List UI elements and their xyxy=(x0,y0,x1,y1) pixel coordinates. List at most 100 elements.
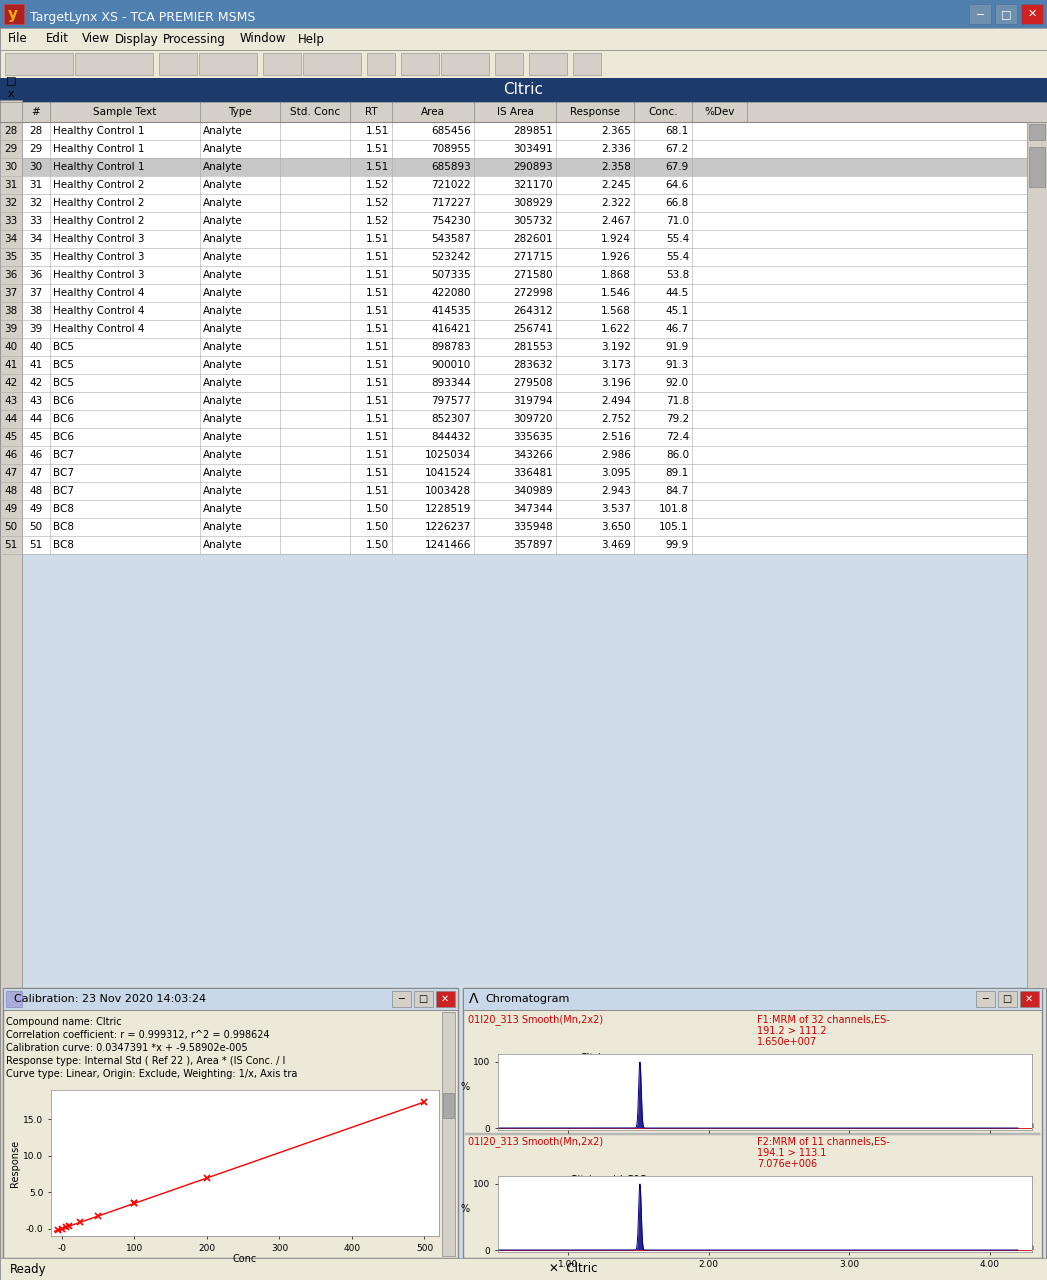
Text: Cltric: Cltric xyxy=(579,1053,607,1062)
Text: 309720: 309720 xyxy=(513,413,553,424)
Text: ✕: ✕ xyxy=(1027,9,1037,19)
Bar xyxy=(573,52,601,76)
Text: Healthy Control 3: Healthy Control 3 xyxy=(53,252,144,262)
Text: Analyte: Analyte xyxy=(203,413,243,424)
Bar xyxy=(22,195,1027,212)
Text: BC6: BC6 xyxy=(53,396,74,406)
Text: 305732: 305732 xyxy=(513,216,553,227)
Text: ─: ─ xyxy=(398,995,404,1004)
Bar xyxy=(463,988,1042,1010)
Text: 3.196: 3.196 xyxy=(601,378,631,388)
Text: 34: 34 xyxy=(29,234,43,244)
Bar xyxy=(75,52,153,76)
Text: 797577: 797577 xyxy=(431,396,471,406)
Text: 2.336: 2.336 xyxy=(601,143,631,154)
Text: 281553: 281553 xyxy=(513,342,553,352)
Text: 41: 41 xyxy=(29,360,43,370)
Text: Display: Display xyxy=(115,32,159,46)
Text: 3.537: 3.537 xyxy=(601,504,631,515)
Text: 1.650e+007: 1.650e+007 xyxy=(757,1037,817,1047)
Text: 99.9: 99.9 xyxy=(666,540,689,550)
Text: 271580: 271580 xyxy=(513,270,553,280)
Text: 2.467: 2.467 xyxy=(601,216,631,227)
Bar xyxy=(495,52,524,76)
Text: 1.51: 1.51 xyxy=(365,252,389,262)
Text: 1241466: 1241466 xyxy=(425,540,471,550)
Text: Citric acid-C13: Citric acid-C13 xyxy=(570,1175,646,1185)
Text: 33: 33 xyxy=(29,216,43,227)
Text: Correlation coefficient: r = 0.999312, r^2 = 0.998624: Correlation coefficient: r = 0.999312, r… xyxy=(6,1030,270,1039)
Bar xyxy=(22,248,1027,266)
Text: Healthy Control 4: Healthy Control 4 xyxy=(53,324,144,334)
Text: 92.0: 92.0 xyxy=(666,378,689,388)
Bar xyxy=(22,483,1027,500)
Text: Calibration curve: 0.0347391 *x + -9.58902e-005: Calibration curve: 0.0347391 *x + -9.589… xyxy=(6,1043,248,1053)
Text: □: □ xyxy=(1002,995,1011,1004)
Text: Analyte: Analyte xyxy=(203,234,243,244)
Text: Healthy Control 4: Healthy Control 4 xyxy=(53,288,144,298)
Bar xyxy=(442,1012,455,1256)
Text: 416421: 416421 xyxy=(431,324,471,334)
Text: Chromatogram: Chromatogram xyxy=(485,995,570,1004)
Text: Help: Help xyxy=(298,32,325,46)
Text: Healthy Control 2: Healthy Control 2 xyxy=(53,216,144,227)
Text: 48: 48 xyxy=(4,486,18,495)
Text: Window: Window xyxy=(240,32,287,46)
Text: 289851: 289851 xyxy=(513,125,553,136)
Bar xyxy=(529,52,567,76)
Text: 685893: 685893 xyxy=(431,163,471,172)
Text: Analyte: Analyte xyxy=(203,486,243,495)
Text: 91.3: 91.3 xyxy=(666,360,689,370)
Text: 55.4: 55.4 xyxy=(666,252,689,262)
Bar xyxy=(22,284,1027,302)
Text: BC6: BC6 xyxy=(53,431,74,442)
Text: 898783: 898783 xyxy=(431,342,471,352)
Text: ─: ─ xyxy=(977,9,983,19)
Bar xyxy=(22,536,1027,554)
Text: 1.546: 1.546 xyxy=(601,288,631,298)
Text: Healthy Control 2: Healthy Control 2 xyxy=(53,180,144,189)
Bar xyxy=(5,52,73,76)
Text: 343266: 343266 xyxy=(513,451,553,460)
Text: 1.51: 1.51 xyxy=(365,234,389,244)
Text: Cltric: Cltric xyxy=(504,82,543,97)
Text: 34: 34 xyxy=(4,234,18,244)
Text: Analyte: Analyte xyxy=(203,198,243,207)
Text: 3.650: 3.650 xyxy=(601,522,631,532)
Text: 191.2 > 111.2: 191.2 > 111.2 xyxy=(757,1027,827,1036)
Text: 35: 35 xyxy=(4,252,18,262)
Text: 37: 37 xyxy=(29,288,43,298)
Text: 28: 28 xyxy=(4,125,18,136)
Text: Λ: Λ xyxy=(469,992,478,1006)
Bar xyxy=(159,52,197,76)
Bar xyxy=(22,140,1027,157)
Text: 303491: 303491 xyxy=(513,143,553,154)
Bar xyxy=(22,445,1027,463)
Text: □: □ xyxy=(5,76,17,84)
Text: 44: 44 xyxy=(4,413,18,424)
Bar xyxy=(0,122,1047,291)
Text: 49: 49 xyxy=(29,504,43,515)
Text: 35: 35 xyxy=(29,252,43,262)
Text: 1.51: 1.51 xyxy=(365,125,389,136)
Bar xyxy=(970,4,992,24)
Text: 3.095: 3.095 xyxy=(601,468,631,477)
Text: ✕: ✕ xyxy=(441,995,449,1004)
Text: 7.076e+006: 7.076e+006 xyxy=(757,1158,817,1169)
Text: 2.986: 2.986 xyxy=(601,451,631,460)
Text: 50: 50 xyxy=(4,522,18,532)
Text: 2.943: 2.943 xyxy=(601,486,631,495)
Bar xyxy=(443,1093,454,1117)
Text: Analyte: Analyte xyxy=(203,522,243,532)
Bar xyxy=(465,1133,1040,1135)
Text: RT: RT xyxy=(364,108,377,116)
Text: 3.173: 3.173 xyxy=(601,360,631,370)
Text: 36: 36 xyxy=(29,270,43,280)
Text: BC8: BC8 xyxy=(53,540,74,550)
Text: 46: 46 xyxy=(29,451,43,460)
Text: 754230: 754230 xyxy=(431,216,471,227)
Bar xyxy=(22,500,1027,518)
Text: 55.4: 55.4 xyxy=(666,234,689,244)
Text: Healthy Control 4: Healthy Control 4 xyxy=(53,306,144,316)
Text: 1.52: 1.52 xyxy=(365,198,389,207)
